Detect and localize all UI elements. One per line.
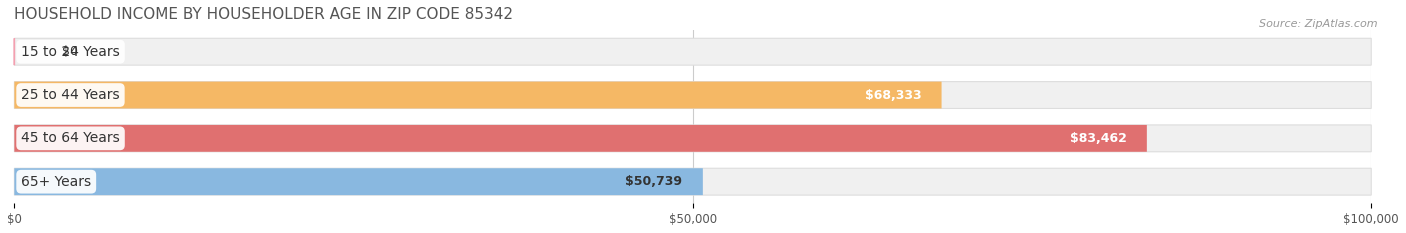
Text: $50,739: $50,739 [626, 175, 682, 188]
FancyBboxPatch shape [14, 38, 1371, 65]
FancyBboxPatch shape [14, 125, 1147, 152]
Text: HOUSEHOLD INCOME BY HOUSEHOLDER AGE IN ZIP CODE 85342: HOUSEHOLD INCOME BY HOUSEHOLDER AGE IN Z… [14, 7, 513, 22]
Text: $68,333: $68,333 [865, 89, 921, 102]
FancyBboxPatch shape [14, 168, 1371, 195]
FancyBboxPatch shape [14, 168, 703, 195]
Text: $83,462: $83,462 [1070, 132, 1126, 145]
Text: 45 to 64 Years: 45 to 64 Years [21, 131, 120, 145]
FancyBboxPatch shape [14, 82, 1371, 109]
Text: 25 to 44 Years: 25 to 44 Years [21, 88, 120, 102]
FancyBboxPatch shape [14, 82, 942, 109]
Text: 65+ Years: 65+ Years [21, 175, 91, 189]
FancyBboxPatch shape [14, 125, 1371, 152]
Text: $0: $0 [62, 45, 77, 58]
Text: Source: ZipAtlas.com: Source: ZipAtlas.com [1260, 19, 1378, 29]
Text: 15 to 24 Years: 15 to 24 Years [21, 45, 120, 59]
